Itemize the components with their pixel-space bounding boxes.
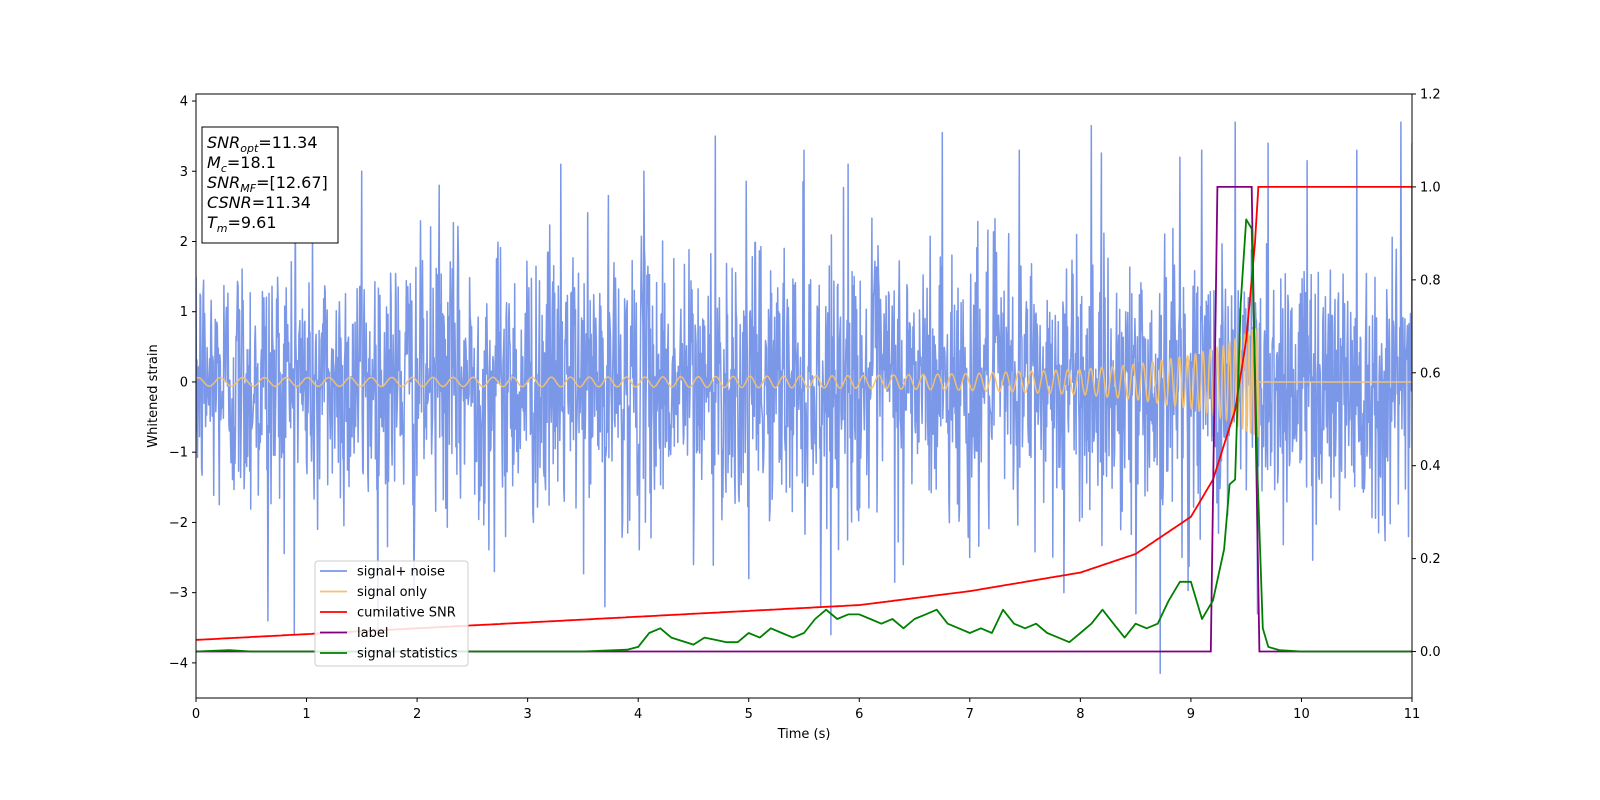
legend-entry: label — [357, 626, 388, 641]
series-signal-noise — [196, 121, 1412, 675]
legend-frame — [314, 560, 469, 667]
y-tick-label: −3 — [169, 586, 188, 601]
y-tick-label: 4 — [180, 95, 188, 110]
y2-tick-label: 0.2 — [1420, 552, 1441, 567]
y2-tick-label: 1.2 — [1420, 88, 1441, 103]
legend-entry: signal+ noise — [357, 565, 445, 580]
plot-frame — [195, 93, 1413, 699]
x-tick-label: 10 — [1293, 707, 1310, 722]
annotation-line: Tm=9.61 — [207, 213, 277, 235]
annotation-box: SNRopt=11.34Mc=18.1SNRMF=[12.67]CSNR=11.… — [201, 126, 339, 244]
y-tick-label: 3 — [180, 165, 188, 180]
legend-entry: signal only — [357, 585, 427, 600]
y-tick-label: −4 — [169, 656, 188, 671]
y2-tick-label: 0.4 — [1420, 459, 1441, 474]
y-tick-label: −2 — [169, 516, 188, 531]
y-tick-label: −1 — [169, 446, 188, 461]
series-signal-statistics — [196, 218, 1412, 653]
series-signal-only — [196, 327, 1412, 438]
series-label — [196, 186, 1412, 653]
x-tick-label: 8 — [1076, 707, 1084, 722]
y-tick-label: 0 — [180, 375, 188, 390]
x-tick-label: 0 — [192, 707, 200, 722]
legend: signal+ noise signal only cumilative SNR la… — [314, 560, 469, 667]
annotation-line: SNRopt=11.34 — [207, 133, 318, 155]
legend-entry: signal statistics — [357, 647, 458, 662]
x-axis-label: Time (s) — [777, 727, 831, 742]
annotation-frame — [201, 126, 339, 244]
x-tick-label: 5 — [745, 707, 753, 722]
y2-tick-label: 0.8 — [1420, 273, 1441, 288]
x-tick-label: 9 — [1187, 707, 1195, 722]
x-tick-label: 3 — [523, 707, 531, 722]
annotation-line: CSNR=11.34 — [207, 193, 311, 212]
y2-tick-label: 0.0 — [1420, 645, 1441, 660]
x-tick-label: 1 — [302, 707, 310, 722]
legend-entry: cumilative SNR — [357, 606, 456, 621]
x-tick-label: 4 — [634, 707, 642, 722]
x-tick-label: 7 — [966, 707, 974, 722]
annotation-line: Mc=18.1 — [207, 153, 276, 175]
annotation-line: SNRMF=[12.67] — [207, 173, 328, 195]
y-tick-label: 2 — [180, 235, 188, 250]
x-tick-label: 2 — [413, 707, 421, 722]
y-axis-label: Whitened strain — [146, 344, 161, 447]
y-tick-label: 1 — [180, 305, 188, 320]
x-tick-label: 11 — [1404, 707, 1421, 722]
x-tick-label: 6 — [855, 707, 863, 722]
y2-tick-label: 1.0 — [1420, 180, 1441, 195]
y2-tick-label: 0.6 — [1420, 366, 1441, 381]
axes-layer: 0 1 2 3 4 5 6 7 8 9 10 11 −4 −3 −2 −1 0 1 2 3 4 0.0 0.2 0.4 0.6 0… — [169, 88, 1441, 723]
